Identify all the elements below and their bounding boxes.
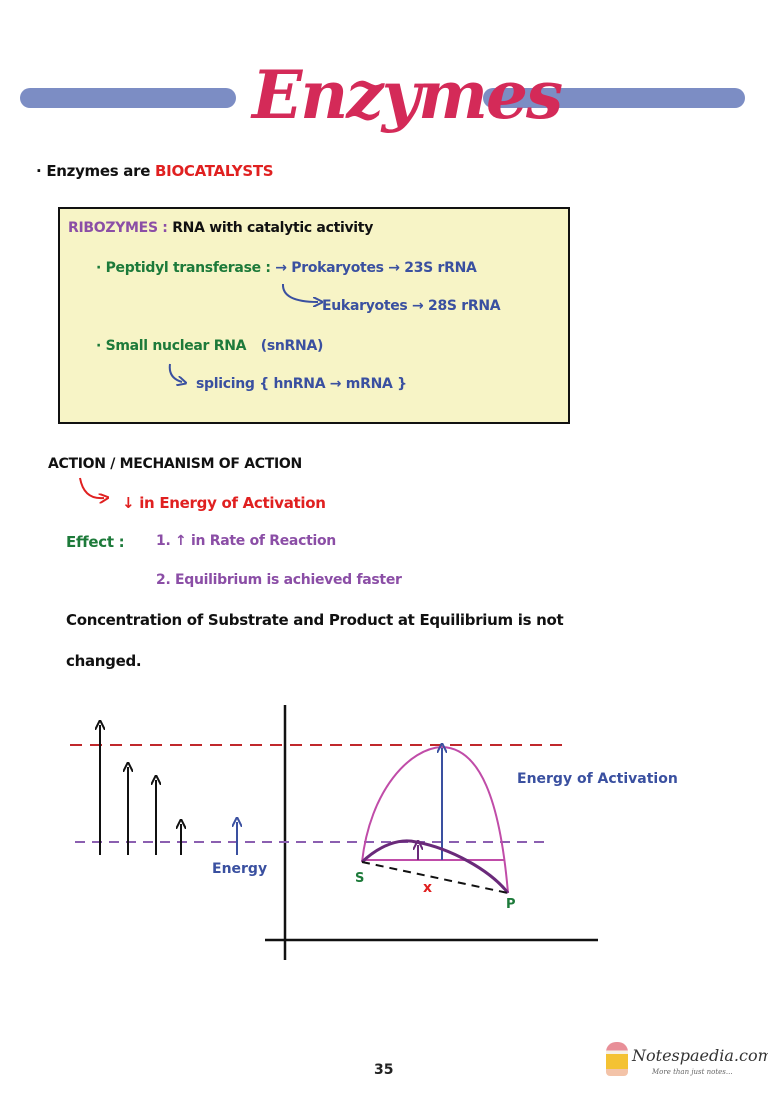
peptidyl-label: · Peptidyl transferase : (96, 260, 271, 276)
page-number: 35 (374, 1062, 394, 1078)
eukaryotes-text: Eukaryotes → 28S rRNA (322, 298, 501, 314)
splicing-detail: { hnRNA → mRNA } (259, 376, 407, 392)
note-line-2: changed. (66, 652, 142, 670)
substrate-label: S (355, 871, 364, 886)
ribozymes-heading: RIBOZYMES : (68, 220, 168, 236)
effect-label: Effect : (66, 533, 125, 551)
cross-mark: x (423, 880, 432, 896)
curved-arrow-action (79, 477, 104, 498)
action-point: ↓ in Energy of Activation (122, 494, 326, 512)
catalyzed-curve (360, 839, 510, 894)
splicing-line: splicing { hnRNA → mRNA } (196, 376, 407, 392)
ribozymes-box (58, 207, 570, 424)
substrate-product-line (361, 861, 509, 894)
notespaedia-logo: Notespaedia.com More than just notes... (604, 1040, 768, 1084)
snrna-line: · Small nuclear RNA (snRNA) (96, 338, 323, 354)
action-heading: ACTION / MECHANISM OF ACTION (48, 456, 302, 472)
page-title: Enzymes (252, 56, 563, 134)
snrna-label: · Small nuclear RNA (96, 338, 247, 354)
energy-label: Energy (212, 861, 267, 877)
curved-arrow-splicing (168, 363, 182, 382)
title-bar-right (483, 88, 745, 108)
effect-1: 1. ↑ in Rate of Reaction (156, 533, 336, 549)
intro-highlight: BIOCATALYSTS (155, 162, 274, 180)
peptidyl-line: · Peptidyl transferase : → Prokaryotes →… (96, 260, 477, 276)
ribozymes-desc: RNA with catalytic activity (172, 220, 374, 236)
peptidyl-arrow: → (275, 260, 287, 276)
snrna-abbr: (snRNA) (260, 338, 324, 354)
pencil-icon (606, 1042, 628, 1076)
activation-label: Energy of Activation (517, 771, 678, 787)
product-label: P (506, 897, 516, 912)
ribozymes-heading-line: RIBOZYMES : RNA with catalytic activity (68, 220, 373, 236)
effect-2: 2. Equilibrium is achieved faster (156, 572, 402, 588)
prokaryotes-text: Prokaryotes → 23S rRNA (291, 260, 477, 276)
logo-tagline: More than just notes... (652, 1068, 733, 1076)
intro-prefix: · Enzymes are (36, 162, 151, 180)
splicing-text: splicing (196, 376, 255, 392)
logo-name: Notespaedia.com (632, 1046, 768, 1065)
note-line-1: Concentration of Substrate and Product a… (66, 611, 564, 629)
intro-text: · Enzymes are BIOCATALYSTS (36, 162, 274, 180)
curved-arrow-eukaryotes (281, 283, 318, 302)
title-bar-left (20, 88, 236, 108)
